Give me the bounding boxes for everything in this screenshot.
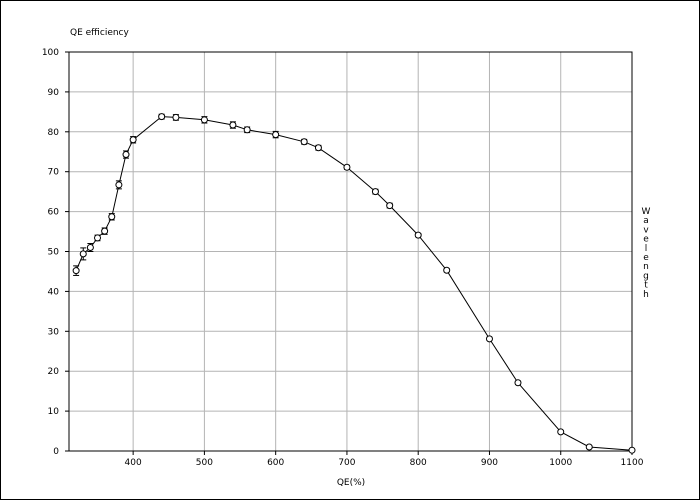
x-tick-label: 900 (481, 458, 498, 468)
data-point (414, 231, 422, 239)
data-point (129, 136, 137, 144)
data-point (243, 126, 251, 134)
data-point (514, 379, 522, 387)
x-tick-label: 1000 (549, 458, 572, 468)
y-tick-label: 60 (48, 208, 60, 218)
x-tick-label: 400 (125, 458, 142, 468)
data-point (300, 138, 308, 146)
y-tick-labels: 0 10 20 30 40 50 60 70 80 90 100 (42, 48, 59, 457)
y-tick-label: 90 (48, 88, 60, 98)
plot-border (68, 51, 633, 452)
axes (65, 51, 633, 455)
y-tick-label: 30 (48, 327, 60, 337)
x-tick-label: 500 (196, 458, 213, 468)
data-point (443, 266, 451, 274)
data-point (386, 202, 394, 210)
x-tick-label: 700 (338, 458, 355, 468)
y-tick-label: 20 (48, 367, 60, 377)
y-tick-label: 0 (53, 447, 59, 457)
x-tick-label: 800 (410, 458, 427, 468)
data-point (485, 335, 493, 343)
grid (69, 51, 633, 451)
y-tick-label: 50 (48, 248, 60, 258)
data-point (229, 121, 237, 129)
chart-title: QE efficiency (70, 28, 130, 38)
data-point (122, 151, 130, 159)
data-point (115, 181, 123, 189)
y-tick-label: 40 (48, 287, 60, 297)
data-point (314, 144, 322, 152)
y-tick-label: 10 (48, 407, 60, 417)
data-point (94, 234, 102, 242)
data-point (86, 244, 94, 252)
data-point (557, 428, 565, 436)
data-point (101, 227, 109, 235)
series-line (75, 116, 633, 451)
data-point (200, 116, 208, 124)
data-point (158, 113, 166, 121)
data-point (108, 213, 116, 221)
data-point (371, 188, 379, 196)
data-point (585, 443, 593, 451)
data-point (343, 163, 351, 171)
x-tick-label: 600 (267, 458, 284, 468)
data-point (79, 250, 87, 258)
x-tick-labels: 400 500 600 700 800 900 1000 1100 (125, 458, 644, 468)
series (72, 113, 636, 454)
x-axis-label: QE(%) (337, 478, 365, 488)
y-tick-label: 70 (48, 168, 60, 178)
data-point (172, 113, 180, 121)
y-tick-label: 100 (42, 48, 59, 58)
data-point (272, 131, 280, 139)
x-tick-label: 1100 (621, 458, 644, 468)
y-tick-label: 80 (48, 128, 60, 138)
data-point (628, 446, 636, 454)
data-point (72, 267, 80, 275)
